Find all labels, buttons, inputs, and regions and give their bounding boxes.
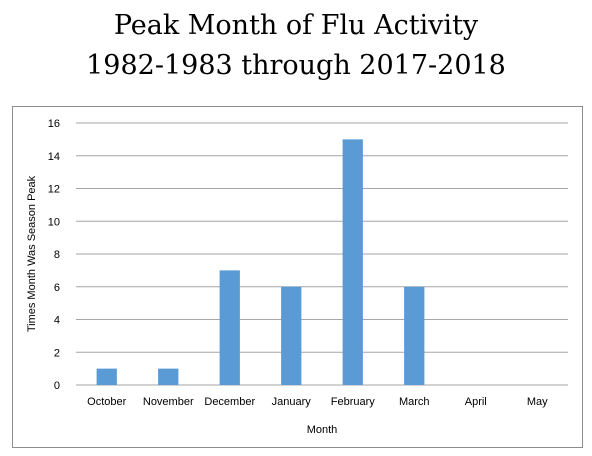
y-axis-title: Times Month Was Season Peak xyxy=(26,175,38,332)
x-tick-label-april: April xyxy=(465,396,487,408)
x-tick-label-january: January xyxy=(272,396,312,408)
chart-area: 0 2 4 6 8 10 12 14 16 October November December Jan… xyxy=(12,106,583,448)
x-tick-label-march: March xyxy=(399,396,430,408)
grid-lines xyxy=(76,122,568,386)
chart-title-line-1: Peak Month of Flu Activity xyxy=(113,10,479,41)
bar-december xyxy=(219,270,240,385)
y-tick-label: 0 xyxy=(54,380,60,392)
y-tick-label: 4 xyxy=(54,315,60,327)
y-tick-label: 14 xyxy=(48,151,60,163)
y-tick-label: 6 xyxy=(54,282,60,294)
y-tick-label: 2 xyxy=(54,347,60,359)
bars xyxy=(96,139,425,385)
y-tick-label: 10 xyxy=(48,216,60,228)
x-tick-label-december: December xyxy=(204,396,255,408)
chart-title: Peak Month of Flu Activity 1982-1983 thr… xyxy=(0,6,592,86)
bar-january xyxy=(281,286,302,385)
chart-title-line-2: 1982-1983 through 2017-2018 xyxy=(86,50,506,81)
y-axis-ticks: 0 2 4 6 8 10 12 14 16 xyxy=(48,118,60,392)
x-tick-label-november: November xyxy=(143,396,194,408)
y-tick-label: 8 xyxy=(54,249,60,261)
bar-march xyxy=(404,286,425,385)
bar-february xyxy=(342,139,363,385)
x-axis-title: Month xyxy=(307,424,338,436)
y-tick-label: 12 xyxy=(48,184,60,196)
bar-november xyxy=(158,368,179,385)
x-tick-label-october: October xyxy=(87,396,126,408)
x-tick-label-february: February xyxy=(331,396,376,408)
bar-chart: 0 2 4 6 8 10 12 14 16 October November December Jan… xyxy=(26,118,568,436)
x-axis-ticks: October November December January February Ma… xyxy=(87,396,548,408)
bar-october xyxy=(96,368,117,385)
x-tick-label-may: May xyxy=(527,396,548,408)
y-tick-label: 16 xyxy=(48,118,60,130)
